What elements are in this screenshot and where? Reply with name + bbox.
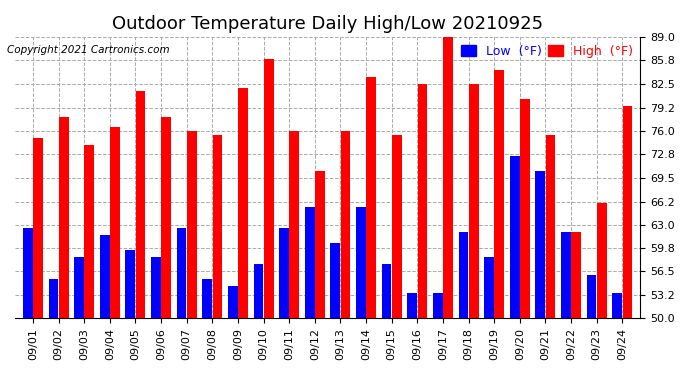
Bar [510,156,520,318]
Bar [238,88,248,318]
Bar [151,257,161,318]
Bar [407,293,417,318]
Bar [202,279,212,318]
Bar [161,117,171,318]
Bar [597,203,607,318]
Title: Outdoor Temperature Daily High/Low 20210925: Outdoor Temperature Daily High/Low 20210… [112,15,543,33]
Bar [136,92,146,318]
Bar [443,38,453,318]
Bar [264,59,273,318]
Bar [392,135,402,318]
Bar [382,264,391,318]
Bar [228,286,237,318]
Bar [622,106,632,318]
Bar [495,70,504,318]
Bar [177,228,186,318]
Bar [469,84,479,318]
Bar [366,77,376,318]
Bar [84,146,94,318]
Bar [417,84,427,318]
Bar [59,117,68,318]
Bar [341,131,351,318]
Bar [433,293,443,318]
Legend: Low  (°F), High  (°F): Low (°F), High (°F) [455,40,638,63]
Bar [100,236,110,318]
Bar [75,257,84,318]
Bar [561,232,571,318]
Bar [331,243,340,318]
Text: Copyright 2021 Cartronics.com: Copyright 2021 Cartronics.com [7,45,170,55]
Bar [571,232,581,318]
Bar [33,138,43,318]
Bar [290,131,299,318]
Bar [279,228,289,318]
Bar [484,257,494,318]
Bar [586,275,596,318]
Bar [187,131,197,318]
Bar [612,293,622,318]
Bar [48,279,59,318]
Bar [23,228,32,318]
Bar [459,232,469,318]
Bar [315,171,325,318]
Bar [535,171,545,318]
Bar [520,99,530,318]
Bar [126,250,135,318]
Bar [213,135,222,318]
Bar [546,135,555,318]
Bar [254,264,264,318]
Bar [356,207,366,318]
Bar [305,207,315,318]
Bar [110,128,120,318]
